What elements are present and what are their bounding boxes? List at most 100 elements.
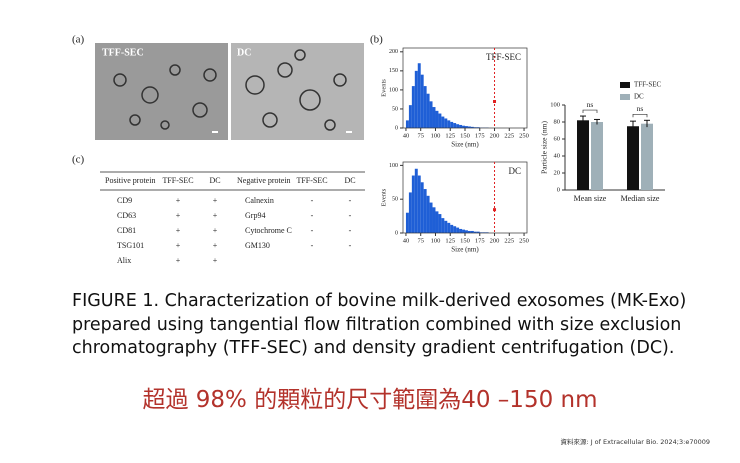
- table-cell: -: [311, 211, 314, 220]
- histogram-bar: [426, 93, 430, 128]
- legend-swatch: [620, 82, 630, 88]
- x-tick-label: 250: [519, 132, 529, 139]
- histogram-bar: [432, 107, 436, 128]
- table-cell: +: [213, 211, 218, 220]
- histogram-bar: [462, 125, 465, 128]
- y-tick-label: 0: [395, 125, 398, 131]
- y-tick-label: 100: [389, 163, 398, 169]
- histogram-bar: [423, 86, 427, 128]
- table-cell: +: [176, 241, 181, 250]
- histogram-bar: [473, 231, 477, 233]
- x-tick-label: 175: [475, 132, 485, 139]
- table-cell: +: [176, 196, 181, 205]
- histogram-bar: [429, 101, 433, 128]
- histogram-bar: [470, 230, 474, 233]
- histogram-bar: [450, 224, 454, 233]
- x-tick-label: 175: [475, 237, 485, 244]
- table-cell: CD63: [117, 211, 136, 220]
- x-tick-label: 75: [417, 132, 424, 139]
- histogram-bar: [459, 124, 463, 128]
- histogram-bar: [414, 168, 418, 233]
- table-header: TFF-SEC: [162, 176, 193, 185]
- histogram-bar: [411, 175, 415, 233]
- x-tick-label: 125: [445, 237, 455, 244]
- table-cell: Grp94: [245, 211, 265, 220]
- x-tick-label: 200: [490, 237, 500, 244]
- table-cell: -: [349, 211, 352, 220]
- histogram-bar: [426, 195, 430, 233]
- table-header: TFF-SEC: [296, 176, 327, 185]
- histogram-bar: [467, 230, 471, 233]
- histogram-bar: [470, 126, 474, 128]
- caption-line: FIGURE 1. Characterization of bovine mil…: [72, 291, 687, 311]
- x-tick-label: 200: [490, 132, 500, 139]
- histogram-bar: [459, 228, 463, 233]
- y-tick-label: 50: [392, 197, 398, 203]
- histogram-bar: [435, 110, 439, 128]
- table-cell: GM130: [245, 241, 270, 250]
- figure: (a) (b) (c) TFF-SEC DC Positive protein T…: [72, 34, 665, 265]
- y-tick-label: 100: [550, 101, 560, 108]
- y-axis-label: Events: [380, 79, 387, 97]
- bar: [591, 122, 603, 190]
- histogram-bar: [429, 202, 433, 233]
- x-tick-label: 40: [403, 237, 410, 244]
- histogram-bar: [444, 220, 448, 233]
- table-cell: -: [349, 196, 352, 205]
- image-label: TFF-SEC: [102, 47, 144, 58]
- histogram-bar: [405, 120, 409, 128]
- table-cell: +: [213, 256, 218, 265]
- histogram-bar: [420, 182, 424, 233]
- histogram-bar: [462, 229, 465, 233]
- histogram-bar: [453, 226, 457, 233]
- histogram-bar: [465, 126, 468, 128]
- histogram-bar: [432, 207, 436, 233]
- histogram-bar: [453, 123, 457, 128]
- x-tick-label: 150: [460, 237, 470, 244]
- histogram-bar: [414, 70, 418, 128]
- x-tick-label: 40: [403, 132, 410, 139]
- y-axis-label: Events: [380, 188, 387, 206]
- bar: [641, 123, 653, 190]
- histogram-bar: [441, 218, 445, 233]
- table-header: DC: [209, 176, 220, 185]
- panel-label: (c): [72, 154, 85, 166]
- significance-bracket: [632, 113, 648, 118]
- vesicles: [113, 49, 347, 131]
- y-tick-label: 100: [389, 87, 398, 93]
- x-tick-label: 100: [431, 132, 441, 139]
- table-cell: -: [311, 196, 314, 205]
- y-tick-label: 50: [392, 106, 398, 112]
- histogram-bar: [423, 189, 427, 233]
- reference-marker: [493, 208, 497, 212]
- histogram-bar: [438, 214, 442, 233]
- scale-bar: [212, 131, 218, 133]
- y-tick-label: 150: [389, 68, 398, 74]
- table-cell: CD81: [117, 226, 136, 235]
- table: Positive protein TFF-SEC DC Negative protei…: [105, 176, 356, 265]
- table-cell: +: [213, 226, 218, 235]
- histogram-bar: [417, 175, 421, 233]
- reference-marker: [493, 100, 497, 103]
- x-axis-label: Size (nm): [451, 246, 479, 254]
- histogram-bar: [447, 222, 451, 233]
- x-tick-label: Mean size: [574, 194, 607, 203]
- chart-title: DC: [508, 166, 521, 176]
- image-label: DC: [237, 47, 251, 58]
- table-cell: Alix: [117, 256, 131, 265]
- x-tick-label: 150: [460, 132, 470, 139]
- histogram-bar: [420, 74, 424, 128]
- y-axis-label: Particle size (nm): [540, 121, 549, 174]
- y-tick-label: 80: [554, 118, 561, 125]
- y-tick-label: 0: [395, 230, 398, 236]
- caption-line: prepared using tangential flow filtratio…: [72, 314, 682, 335]
- x-tick-label: 125: [445, 132, 455, 139]
- histogram-bar: [476, 231, 480, 233]
- table-cell: TSG101: [117, 241, 144, 250]
- annotation: ns: [637, 104, 644, 113]
- x-tick-label: 100: [431, 237, 441, 244]
- caption-line: chromatography (TFF-SEC) and density gra…: [72, 338, 675, 358]
- histogram-bar: [405, 212, 409, 233]
- table-cell: +: [213, 241, 218, 250]
